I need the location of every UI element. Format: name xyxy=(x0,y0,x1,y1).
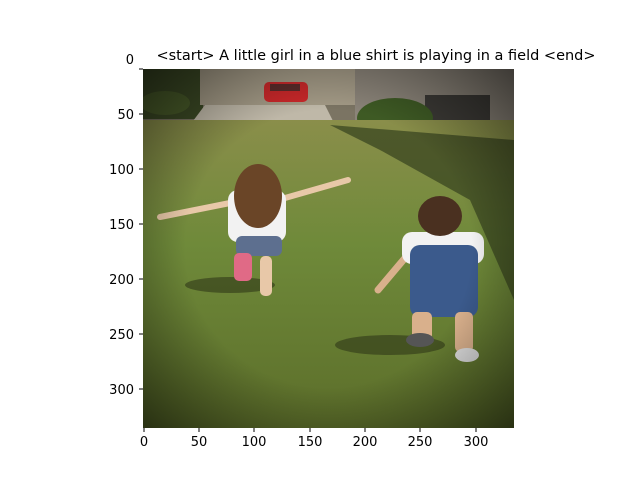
svg-text:150: 150 xyxy=(109,218,134,233)
y-tick: 50 xyxy=(117,108,143,123)
x-tick: 50 xyxy=(191,428,208,450)
x-tick: 200 xyxy=(353,428,378,450)
figure-caption: <start> A little girl in a blue shirt is… xyxy=(156,48,595,64)
svg-text:300: 300 xyxy=(464,435,489,450)
svg-text:200: 200 xyxy=(109,273,134,288)
photo-of-two-children-in-yard-icon xyxy=(143,69,514,428)
svg-text:0: 0 xyxy=(140,435,148,450)
y-axis: 0 50 100 150 200 250 300 xyxy=(109,53,143,398)
svg-text:50: 50 xyxy=(191,435,208,450)
x-tick: 300 xyxy=(464,428,489,450)
x-tick: 150 xyxy=(298,428,323,450)
svg-text:200: 200 xyxy=(353,435,378,450)
y-tick: 100 xyxy=(109,163,143,178)
y-tick: 250 xyxy=(109,328,143,343)
x-tick: 0 xyxy=(140,428,148,450)
svg-text:100: 100 xyxy=(242,435,267,450)
svg-text:150: 150 xyxy=(298,435,323,450)
x-tick: 250 xyxy=(408,428,433,450)
svg-text:300: 300 xyxy=(109,383,134,398)
svg-text:100: 100 xyxy=(109,163,134,178)
y-tick: 0 xyxy=(126,53,143,70)
y-tick: 200 xyxy=(109,273,143,288)
svg-text:250: 250 xyxy=(408,435,433,450)
x-axis: 0 50 100 150 200 250 300 xyxy=(140,428,489,450)
svg-text:0: 0 xyxy=(126,53,134,68)
y-tick: 150 xyxy=(109,218,143,233)
svg-text:250: 250 xyxy=(109,328,134,343)
photo xyxy=(143,69,514,428)
x-tick: 100 xyxy=(242,428,267,450)
y-tick: 300 xyxy=(109,383,143,398)
svg-text:50: 50 xyxy=(117,108,134,123)
